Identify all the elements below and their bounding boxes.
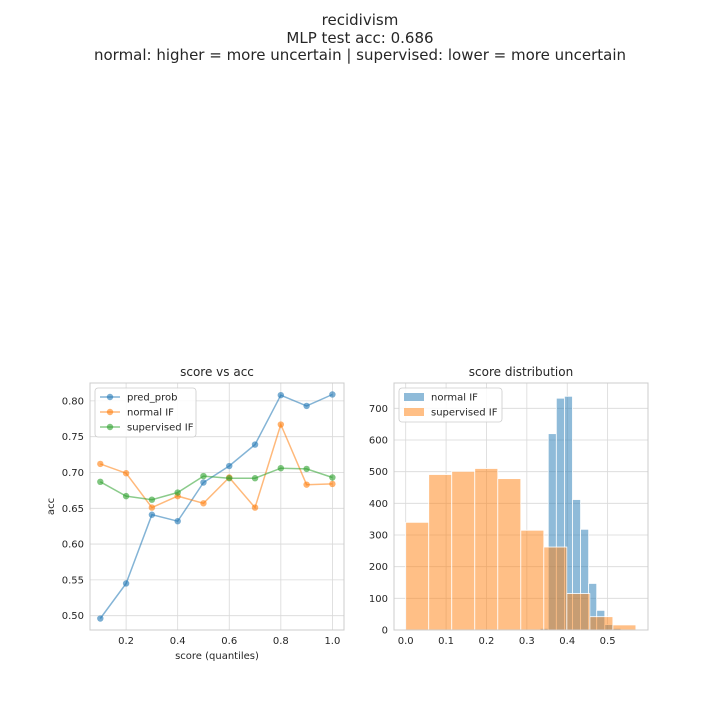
score-vs-acc-chart: 0.2 0.4 0.6 0.8 1.0 0.50 0.55 0.60 0.65 0.70 0.75 0… [46, 365, 345, 662]
score-distribution-chart: 0.0 0.1 0.2 0.3 0.4 0.5 0 100 200 300 400 500 600 700… [369, 365, 649, 647]
y-tick-label: 500 [369, 467, 388, 478]
data-point [148, 496, 156, 503]
x-axis-label: score (quantiles) [175, 651, 259, 662]
x-tick-label: 0.2 [118, 636, 134, 647]
data-point [148, 511, 156, 518]
figure-title-line: recidivism [322, 11, 399, 29]
y-tick-label: 0.65 [62, 504, 84, 515]
x-tick-label: 0.5 [600, 636, 616, 647]
data-point [277, 464, 285, 472]
data-point [97, 460, 104, 468]
legend-marker [106, 393, 114, 401]
data-point [251, 475, 259, 482]
x-tick-label: 0.6 [221, 636, 237, 647]
chart-title: score vs acc [180, 365, 254, 379]
histogram-bar [451, 470, 476, 631]
histogram-bar [589, 616, 614, 631]
legend-marker [106, 408, 114, 416]
y-tick-label: 0.50 [62, 611, 84, 622]
data-point [277, 391, 285, 399]
y-tick-label: 400 [369, 499, 388, 510]
legend-frame [398, 387, 503, 423]
figure-title-line: MLP test acc: 0.686 [286, 29, 433, 47]
y-axis-label: acc [46, 498, 57, 515]
histogram-bar [474, 468, 499, 631]
series-supervised-if [97, 464, 336, 503]
y-tick-label: 100 [369, 594, 388, 605]
data-point [277, 421, 285, 428]
x-tick-label: 0.2 [479, 636, 495, 647]
histogram-supervised-if [405, 468, 637, 631]
histogram-bar [520, 529, 545, 631]
data-point [122, 470, 130, 477]
y-tick-label: 700 [369, 404, 388, 415]
legend-label: normal IF [127, 408, 174, 419]
data-point [329, 391, 336, 398]
legend-swatch [404, 408, 424, 416]
histogram-bar [405, 521, 430, 631]
legend-label: normal IF [431, 393, 478, 404]
legend-frame [94, 387, 197, 438]
y-tick-label: 300 [369, 531, 388, 542]
histogram-bar [566, 593, 591, 631]
legend: normal IF supervised IF [398, 387, 503, 423]
legend-marker [106, 423, 114, 431]
data-point [122, 580, 130, 587]
data-point [200, 479, 207, 486]
data-point [148, 504, 156, 511]
data-point [174, 517, 181, 525]
data-point [226, 475, 233, 482]
x-tick-label: 1.0 [324, 636, 340, 647]
data-point [200, 500, 207, 507]
series-line [100, 422, 333, 510]
y-tick-label: 200 [369, 562, 388, 573]
series-normal-if [97, 421, 336, 511]
histogram-bar [497, 478, 522, 631]
y-tick-label: 0 [382, 626, 388, 637]
x-tick-label: 0.4 [170, 636, 186, 647]
legend-swatch [404, 393, 424, 401]
y-tick-label: 0.70 [62, 468, 84, 479]
legend-label: supervised IF [431, 408, 498, 419]
series-line [99, 393, 333, 619]
histogram-bar [428, 474, 453, 631]
data-point [97, 478, 104, 485]
x-tick-label: 0.0 [398, 636, 414, 647]
data-point [303, 465, 310, 473]
data-point [122, 492, 130, 500]
y-tick-label: 0.55 [62, 575, 84, 586]
data-point [97, 615, 104, 622]
x-tick-label: 0.4 [559, 636, 575, 647]
x-tick-label: 0.8 [273, 636, 289, 647]
y-tick-label: 0.80 [62, 396, 84, 407]
axes-frame [393, 382, 649, 631]
data-point [251, 504, 259, 511]
legend-label: pred_prob [127, 393, 177, 404]
chart-title: score distribution [469, 365, 573, 379]
x-tick-label: 0.1 [438, 636, 454, 647]
data-point [200, 472, 207, 480]
data-point [329, 474, 336, 481]
legend-label: supervised IF [127, 423, 194, 434]
series-line [99, 467, 333, 501]
data-point [174, 489, 181, 496]
y-tick-label: 0.75 [62, 432, 84, 443]
histogram-bar [612, 624, 637, 631]
data-point [226, 462, 233, 470]
series-pred_prob [97, 391, 336, 622]
figure-title-line: normal: higher = more uncertain | superv… [94, 46, 626, 64]
axes-frame [89, 382, 345, 631]
y-tick-label: 0.60 [62, 540, 84, 551]
histogram-bar [543, 546, 568, 631]
x-tick-label: 0.3 [519, 636, 535, 647]
data-point [303, 402, 310, 410]
data-point [329, 480, 336, 488]
data-point [251, 441, 259, 448]
data-point [303, 481, 310, 488]
y-tick-label: 600 [369, 436, 388, 447]
